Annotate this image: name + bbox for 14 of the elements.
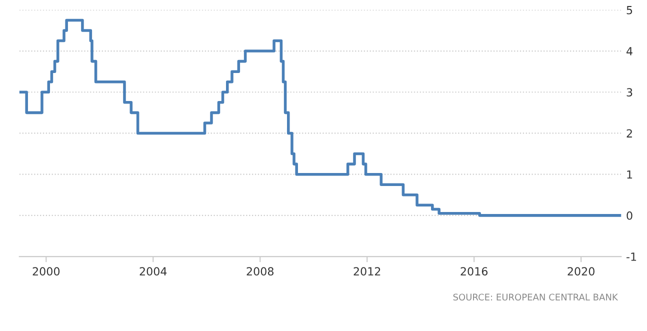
x-tick-label: 2004 (140, 267, 167, 276)
y-tick-label: 3 (626, 88, 632, 97)
x-tick-label: 2012 (354, 267, 380, 276)
source-note: SOURCE: EUROPEAN CENTRAL BANK (453, 294, 618, 301)
x-tick-label: 2008 (246, 267, 274, 276)
y-tick-label: 1 (627, 170, 632, 179)
y-tick-label: 5 (626, 6, 632, 14)
x-tick-label: 2000 (32, 267, 60, 276)
y-tick-label: 4 (626, 47, 632, 56)
y-tick-label: 2 (626, 129, 632, 138)
x-tick-label: 2020 (568, 267, 594, 276)
x-tick-label: 2016 (460, 267, 488, 276)
y-tick-label: -1 (626, 252, 636, 261)
y-tick-label: 0 (626, 211, 632, 220)
